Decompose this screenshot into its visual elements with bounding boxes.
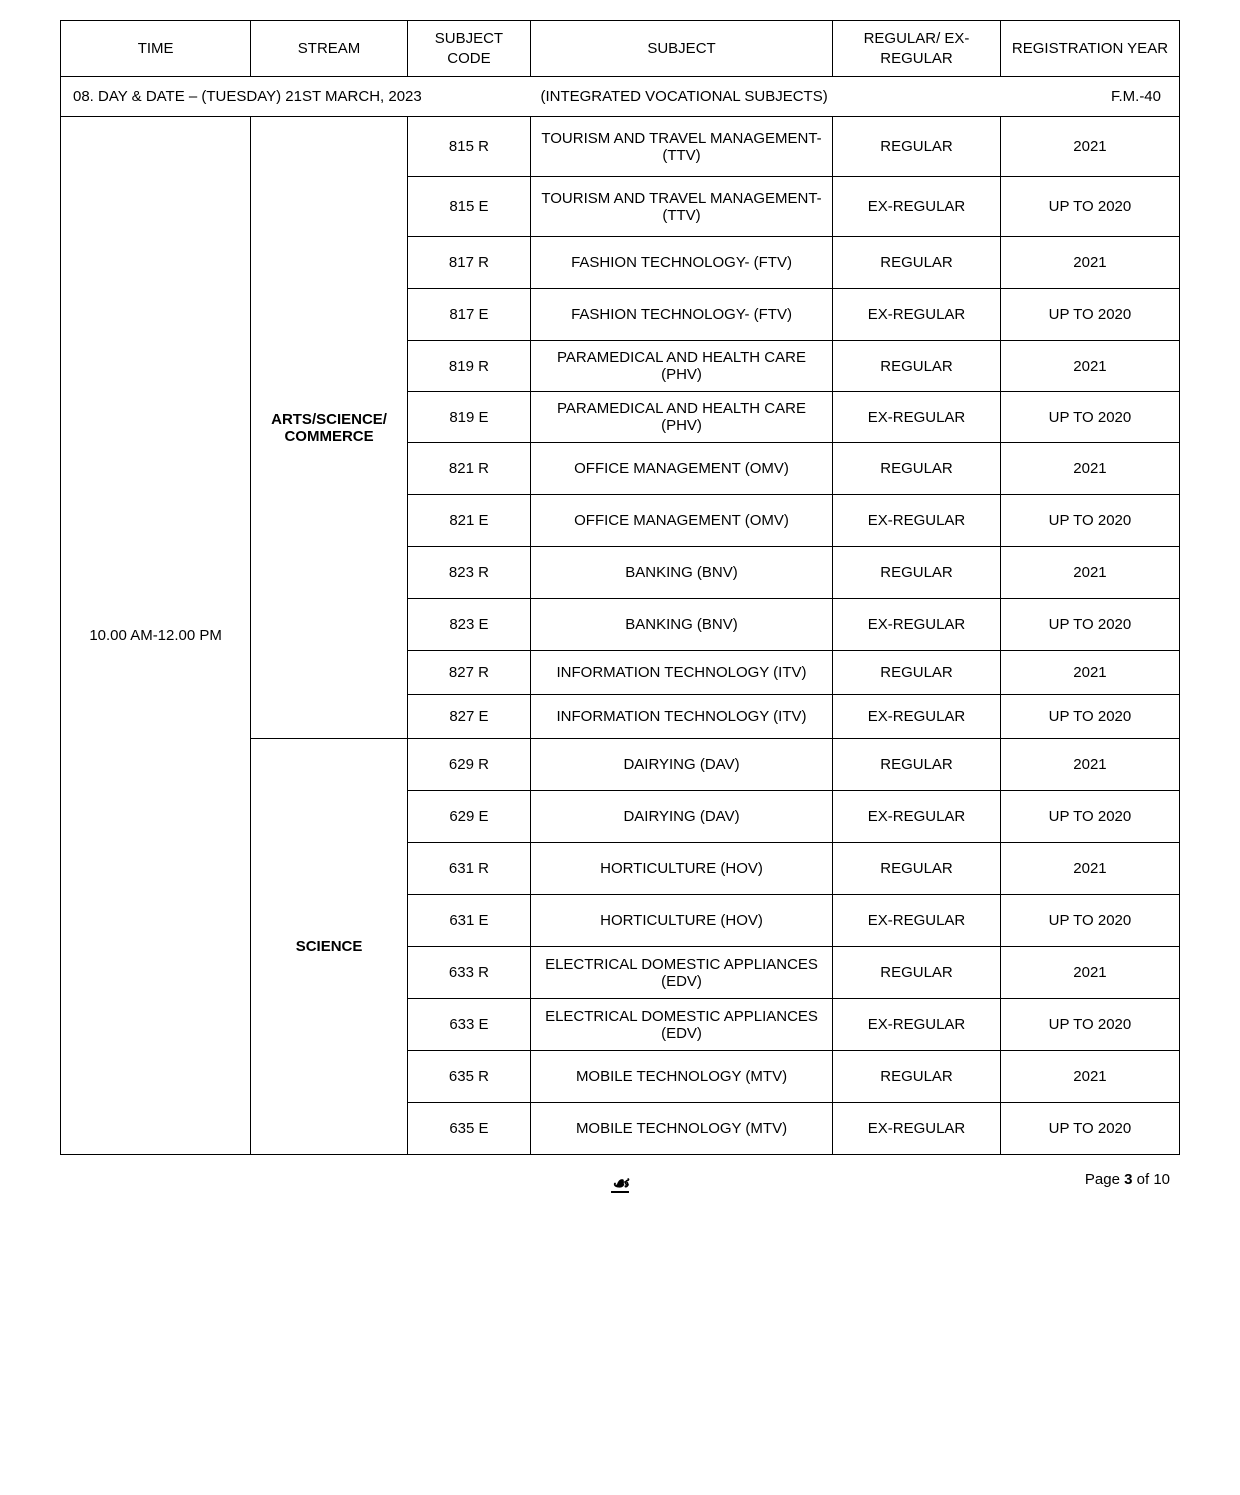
- year-cell: UP TO 2020: [1000, 999, 1179, 1051]
- regular-cell: REGULAR: [833, 443, 1001, 495]
- year-cell: UP TO 2020: [1000, 392, 1179, 443]
- subject-cell: ELECTRICAL DOMESTIC APPLIANCES (EDV): [530, 999, 832, 1051]
- exam-schedule-table: TIME STREAM SUBJECT CODE SUBJECT REGULAR…: [60, 20, 1180, 1155]
- regular-cell: REGULAR: [833, 843, 1001, 895]
- year-cell: UP TO 2020: [1000, 495, 1179, 547]
- page-number: Page 3 of 10: [1085, 1171, 1170, 1188]
- code-cell: 633 E: [407, 999, 530, 1051]
- year-cell: 2021: [1000, 117, 1179, 177]
- code-cell: 817 R: [407, 237, 530, 289]
- regular-cell: REGULAR: [833, 117, 1001, 177]
- year-cell: UP TO 2020: [1000, 599, 1179, 651]
- code-cell: 827 E: [407, 695, 530, 739]
- year-cell: 2021: [1000, 651, 1179, 695]
- regular-cell: EX-REGULAR: [833, 495, 1001, 547]
- year-cell: UP TO 2020: [1000, 695, 1179, 739]
- header-subject: SUBJECT: [530, 21, 832, 77]
- time-cell: 10.00 AM-12.00 PM: [61, 117, 251, 1155]
- header-stream: STREAM: [251, 21, 408, 77]
- stream-cell: ARTS/SCIENCE/ COMMERCE: [251, 117, 408, 739]
- stream-cell: SCIENCE: [251, 739, 408, 1155]
- regular-cell: EX-REGULAR: [833, 895, 1001, 947]
- subject-cell: DAIRYING (DAV): [530, 739, 832, 791]
- code-cell: 823 E: [407, 599, 530, 651]
- year-cell: UP TO 2020: [1000, 791, 1179, 843]
- date-subject: (INTEGRATED VOCATIONAL SUBJECTS): [530, 77, 1000, 117]
- code-cell: 827 R: [407, 651, 530, 695]
- regular-cell: EX-REGULAR: [833, 392, 1001, 443]
- regular-cell: REGULAR: [833, 341, 1001, 392]
- code-cell: 631 R: [407, 843, 530, 895]
- subject-cell: BANKING (BNV): [530, 599, 832, 651]
- year-cell: UP TO 2020: [1000, 177, 1179, 237]
- subject-cell: FASHION TECHNOLOGY- (FTV): [530, 289, 832, 341]
- year-cell: 2021: [1000, 341, 1179, 392]
- subject-cell: PARAMEDICAL AND HEALTH CARE (PHV): [530, 341, 832, 392]
- subject-cell: TOURISM AND TRAVEL MANAGEMENT- (TTV): [530, 117, 832, 177]
- code-cell: 629 R: [407, 739, 530, 791]
- subject-cell: OFFICE MANAGEMENT (OMV): [530, 495, 832, 547]
- regular-cell: REGULAR: [833, 1051, 1001, 1103]
- year-cell: 2021: [1000, 739, 1179, 791]
- subject-cell: HORTICULTURE (HOV): [530, 843, 832, 895]
- subject-cell: HORTICULTURE (HOV): [530, 895, 832, 947]
- header-code: SUBJECT CODE: [407, 21, 530, 77]
- table-row: 10.00 AM-12.00 PMARTS/SCIENCE/ COMMERCE8…: [61, 117, 1180, 177]
- year-cell: UP TO 2020: [1000, 895, 1179, 947]
- code-cell: 819 E: [407, 392, 530, 443]
- regular-cell: EX-REGULAR: [833, 791, 1001, 843]
- date-label: 08. DAY & DATE – (TUESDAY) 21ST MARCH, 2…: [61, 77, 531, 117]
- code-cell: 821 R: [407, 443, 530, 495]
- regular-cell: REGULAR: [833, 547, 1001, 599]
- year-cell: 2021: [1000, 547, 1179, 599]
- code-cell: 815 R: [407, 117, 530, 177]
- regular-cell: EX-REGULAR: [833, 599, 1001, 651]
- header-time: TIME: [61, 21, 251, 77]
- subject-cell: OFFICE MANAGEMENT (OMV): [530, 443, 832, 495]
- subject-cell: ELECTRICAL DOMESTIC APPLIANCES (EDV): [530, 947, 832, 999]
- code-cell: 629 E: [407, 791, 530, 843]
- regular-cell: EX-REGULAR: [833, 1103, 1001, 1155]
- regular-cell: REGULAR: [833, 947, 1001, 999]
- year-cell: 2021: [1000, 947, 1179, 999]
- table-header-row: TIME STREAM SUBJECT CODE SUBJECT REGULAR…: [61, 21, 1180, 77]
- regular-cell: EX-REGULAR: [833, 289, 1001, 341]
- header-year: REGISTRATION YEAR: [1000, 21, 1179, 77]
- subject-cell: TOURISM AND TRAVEL MANAGEMENT- (TTV): [530, 177, 832, 237]
- year-cell: 2021: [1000, 843, 1179, 895]
- year-cell: 2021: [1000, 237, 1179, 289]
- code-cell: 633 R: [407, 947, 530, 999]
- code-cell: 635 E: [407, 1103, 530, 1155]
- subject-cell: MOBILE TECHNOLOGY (MTV): [530, 1051, 832, 1103]
- subject-cell: DAIRYING (DAV): [530, 791, 832, 843]
- regular-cell: REGULAR: [833, 237, 1001, 289]
- subject-cell: FASHION TECHNOLOGY- (FTV): [530, 237, 832, 289]
- code-cell: 631 E: [407, 895, 530, 947]
- regular-cell: EX-REGULAR: [833, 999, 1001, 1051]
- code-cell: 817 E: [407, 289, 530, 341]
- code-cell: 819 R: [407, 341, 530, 392]
- year-cell: 2021: [1000, 1051, 1179, 1103]
- regular-cell: EX-REGULAR: [833, 695, 1001, 739]
- subject-cell: PARAMEDICAL AND HEALTH CARE (PHV): [530, 392, 832, 443]
- regular-cell: REGULAR: [833, 739, 1001, 791]
- year-cell: 2021: [1000, 443, 1179, 495]
- subject-cell: INFORMATION TECHNOLOGY (ITV): [530, 651, 832, 695]
- date-row: 08. DAY & DATE – (TUESDAY) 21ST MARCH, 2…: [61, 77, 1180, 117]
- fm-label: F.M.-40: [1000, 77, 1179, 117]
- code-cell: 823 R: [407, 547, 530, 599]
- subject-cell: INFORMATION TECHNOLOGY (ITV): [530, 695, 832, 739]
- signature-icon: ☙: [611, 1171, 629, 1196]
- code-cell: 821 E: [407, 495, 530, 547]
- year-cell: UP TO 2020: [1000, 1103, 1179, 1155]
- year-cell: UP TO 2020: [1000, 289, 1179, 341]
- regular-cell: REGULAR: [833, 651, 1001, 695]
- code-cell: 815 E: [407, 177, 530, 237]
- header-regular: REGULAR/ EX-REGULAR: [833, 21, 1001, 77]
- code-cell: 635 R: [407, 1051, 530, 1103]
- subject-cell: BANKING (BNV): [530, 547, 832, 599]
- regular-cell: EX-REGULAR: [833, 177, 1001, 237]
- table-body: 10.00 AM-12.00 PMARTS/SCIENCE/ COMMERCE8…: [61, 117, 1180, 1155]
- subject-cell: MOBILE TECHNOLOGY (MTV): [530, 1103, 832, 1155]
